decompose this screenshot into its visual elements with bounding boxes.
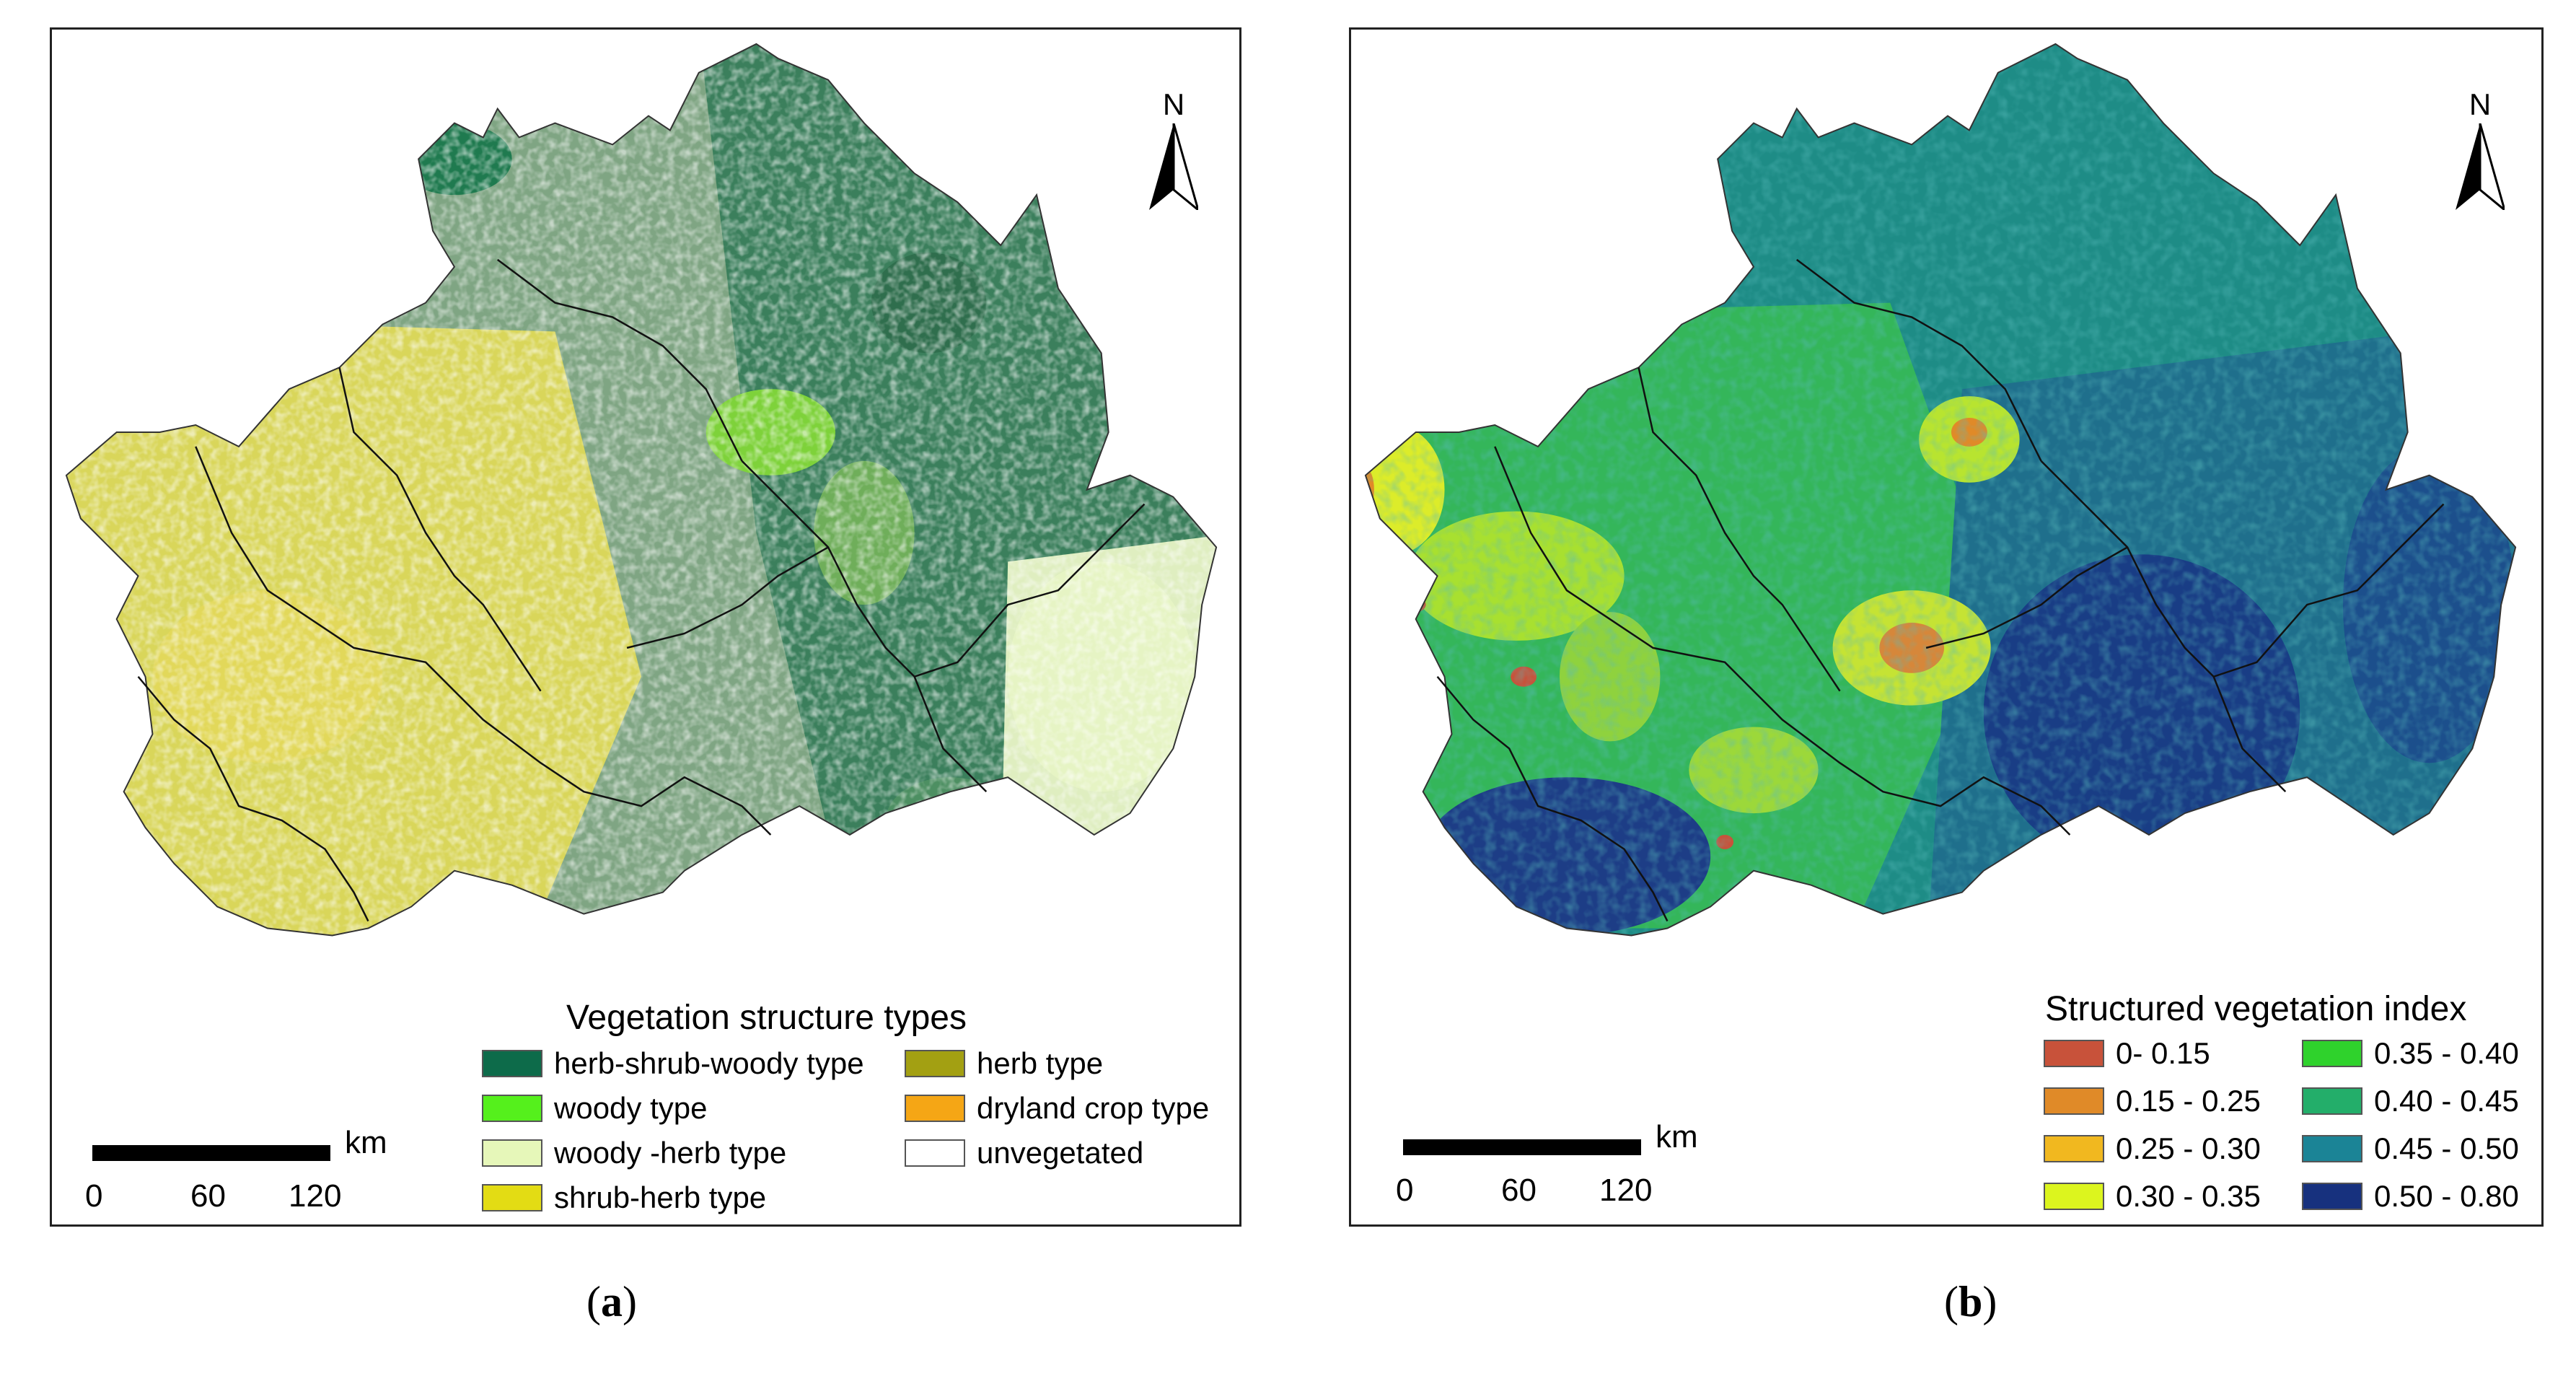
legend-item: woody type: [482, 1091, 708, 1125]
legend-swatch: [2044, 1135, 2104, 1162]
legend-label: 0.45 - 0.50: [2374, 1131, 2519, 1165]
legend-label: herb type: [977, 1046, 1104, 1080]
scale-tick: 0: [1396, 1173, 1414, 1208]
north-arrow: N: [2451, 89, 2509, 211]
legend-label: woody type: [554, 1091, 708, 1125]
legend-label: unvegetated: [977, 1136, 1144, 1170]
legend-item: unvegetated: [905, 1136, 1143, 1170]
legend-item: woody -herb type: [482, 1136, 786, 1170]
scale-bar: km 0 60 120: [85, 1118, 403, 1219]
scale-unit: km: [345, 1125, 387, 1160]
north-arrow-icon: [2456, 123, 2505, 210]
legend-swatch: [482, 1050, 542, 1077]
legend-item: 0- 0.15: [2044, 1036, 2210, 1070]
legend-item: 0.50 - 0.80: [2302, 1179, 2519, 1213]
legend-title: Vegetation structure types: [566, 999, 967, 1037]
map-panel-b: N km 0 60 120 Structured vegetation inde…: [1349, 27, 2544, 1227]
legend-item: herb type: [905, 1046, 1104, 1080]
legend-swatch: [905, 1095, 965, 1122]
scale-tick: 60: [1501, 1173, 1537, 1208]
legend-item: shrub-herb type: [482, 1180, 767, 1214]
legend-label: shrub-herb type: [554, 1180, 767, 1214]
legend-label: 0.35 - 0.40: [2374, 1036, 2519, 1070]
scale-tick: 60: [190, 1178, 226, 1214]
legend-item: 0.45 - 0.50: [2302, 1131, 2519, 1165]
legend-label: woody -herb type: [554, 1136, 787, 1170]
legend-item: 0.25 - 0.30: [2044, 1131, 2261, 1165]
scale-bar-line: [92, 1145, 330, 1161]
legend-swatch: [905, 1050, 965, 1077]
legend-label: 0.50 - 0.80: [2374, 1179, 2519, 1213]
legend-swatch: [2302, 1183, 2362, 1210]
legend-label: 0.25 - 0.30: [2116, 1131, 2261, 1165]
legend-swatch: [482, 1184, 542, 1211]
legend-item: herb-shrub-woody type: [482, 1046, 864, 1080]
scale-bar: km 0 60 120: [1396, 1112, 1713, 1213]
north-label: N: [2469, 87, 2492, 121]
legend-label: 0.40 - 0.45: [2374, 1084, 2519, 1118]
legend-swatch: [905, 1139, 965, 1167]
legend-swatch: [2302, 1087, 2362, 1115]
scale-tick: 0: [85, 1178, 103, 1214]
legend-swatch: [2302, 1040, 2362, 1067]
legend-swatch: [482, 1139, 542, 1167]
subfigure-label-b: (b): [1944, 1278, 1997, 1325]
legend-label: 0.30 - 0.35: [2116, 1179, 2261, 1213]
legend-swatch: [482, 1095, 542, 1122]
legend-label: 0.15 - 0.25: [2116, 1084, 2261, 1118]
scale-tick: 120: [1599, 1173, 1653, 1208]
legend-swatch: [2302, 1135, 2362, 1162]
north-arrow-icon: [1149, 123, 1198, 210]
legend-item: dryland crop type: [905, 1091, 1210, 1125]
legend-item: 0.30 - 0.35: [2044, 1179, 2261, 1213]
map-panel-a: N km 0 60 120 Vegetation structure types…: [50, 27, 1241, 1227]
legend-swatch: [2044, 1087, 2104, 1115]
legend-label: dryland crop type: [977, 1091, 1210, 1125]
vegetation-type-map: [65, 43, 1218, 937]
scale-unit: km: [1656, 1119, 1698, 1154]
legend-swatch: [2044, 1183, 2104, 1210]
legend-item: 0.35 - 0.40: [2302, 1036, 2519, 1070]
legend-swatch: [2044, 1040, 2104, 1067]
north-arrow: N: [1145, 89, 1203, 211]
legend-item: 0.40 - 0.45: [2302, 1084, 2519, 1118]
scale-tick: 120: [289, 1178, 342, 1214]
legend-title: Structured vegetation index: [2045, 990, 2467, 1028]
scale-bar-line: [1403, 1139, 1641, 1155]
north-label: N: [1162, 87, 1185, 121]
legend-label: 0- 0.15: [2116, 1036, 2210, 1070]
subfigure-label-a: (a): [586, 1278, 637, 1325]
legend-label: herb-shrub-woody type: [554, 1046, 864, 1080]
vegetation-index-map: [1364, 43, 2517, 937]
legend-item: 0.15 - 0.25: [2044, 1084, 2261, 1118]
